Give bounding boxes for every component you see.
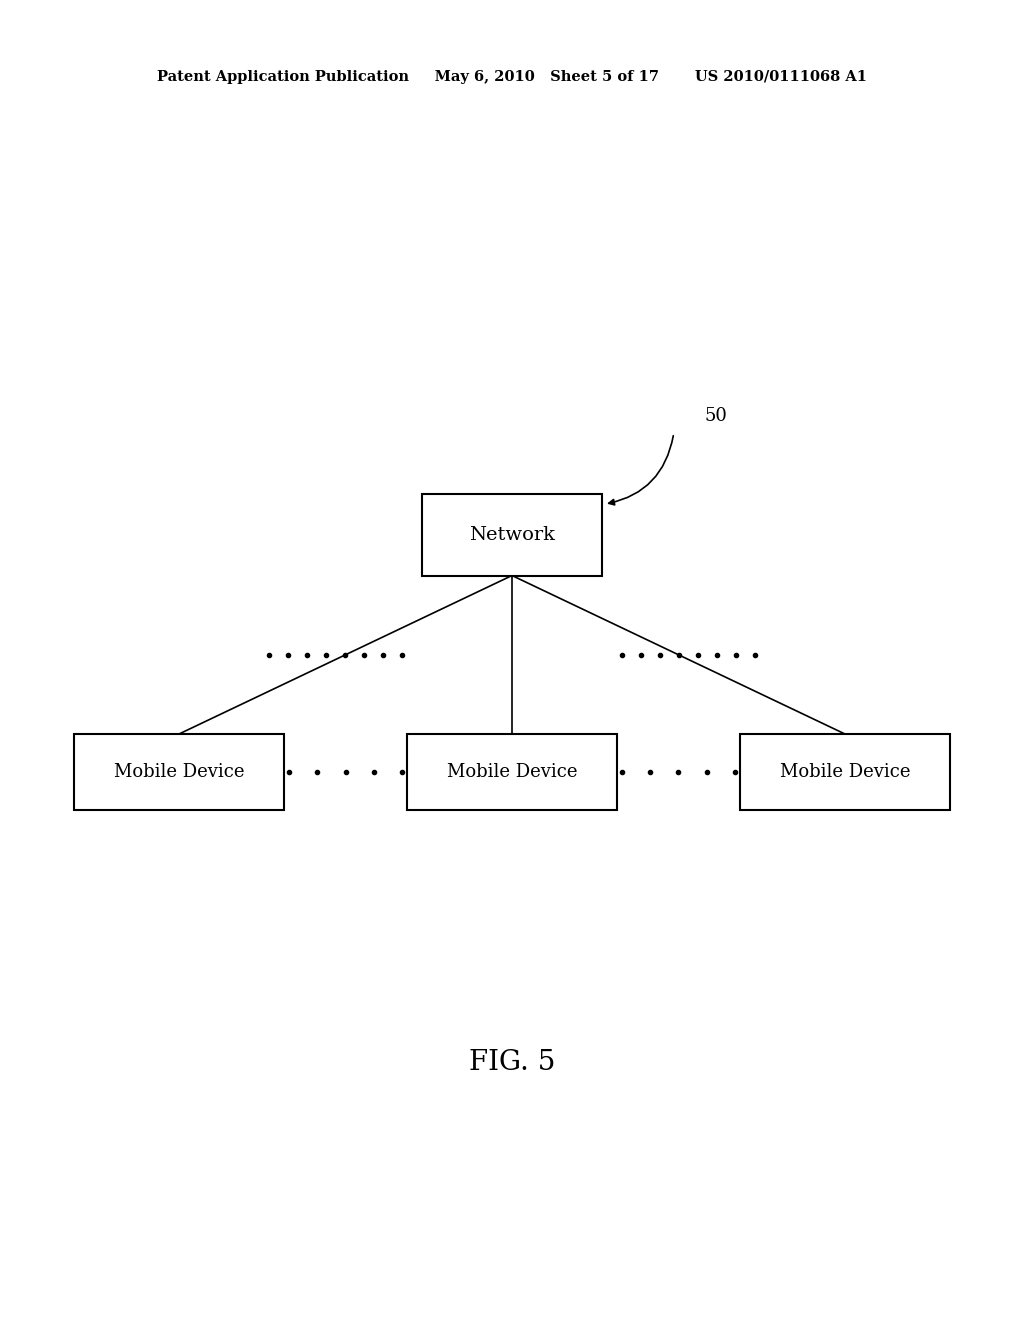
Text: 50: 50 xyxy=(705,407,727,425)
Text: Mobile Device: Mobile Device xyxy=(114,763,245,781)
Text: Mobile Device: Mobile Device xyxy=(446,763,578,781)
Text: FIG. 5: FIG. 5 xyxy=(469,1049,555,1076)
Bar xyxy=(739,734,949,810)
Bar xyxy=(422,494,601,576)
Bar xyxy=(74,734,284,810)
Text: Mobile Device: Mobile Device xyxy=(779,763,910,781)
Text: Network: Network xyxy=(469,525,555,544)
Text: Patent Application Publication     May 6, 2010   Sheet 5 of 17       US 2010/011: Patent Application Publication May 6, 20… xyxy=(157,70,867,83)
Bar xyxy=(408,734,616,810)
